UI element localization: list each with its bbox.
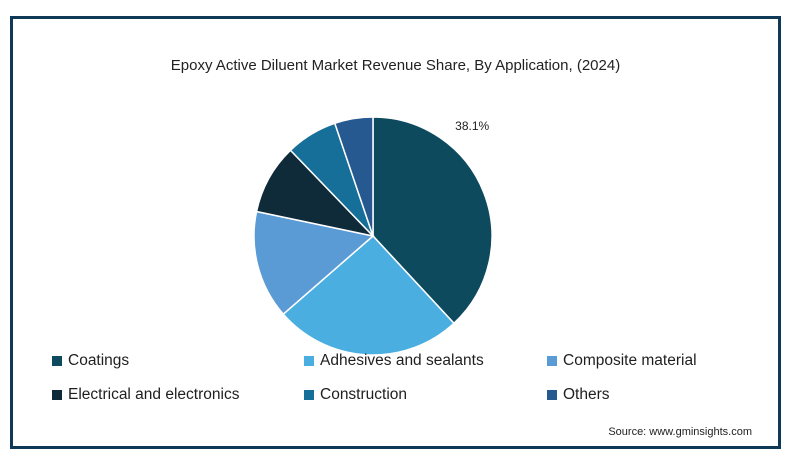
legend: Coatings Adhesives and sealants Composite … <box>42 344 742 404</box>
legend-item: Electrical and electronics <box>52 386 239 404</box>
legend-item: Construction <box>304 386 407 404</box>
legend-item: Adhesives and sealants <box>304 352 484 370</box>
legend-label: Coatings <box>68 352 130 369</box>
legend-swatch <box>304 390 314 400</box>
legend-swatch <box>547 356 557 366</box>
legend-label: Composite material <box>563 352 697 369</box>
legend-item: Others <box>547 386 610 404</box>
legend-swatch <box>304 356 314 366</box>
legend-item: Composite material <box>547 352 697 370</box>
pie-slice-composite-material <box>253 210 375 316</box>
chart-title: Epoxy Active Diluent Market Revenue Shar… <box>170 57 621 74</box>
legend-item: Coatings <box>52 352 129 370</box>
data-label: 38.1% <box>455 119 489 133</box>
legend-swatch <box>52 390 62 400</box>
legend-label: Construction <box>320 386 408 403</box>
legend-swatch <box>547 390 557 400</box>
pie-slice-coatings <box>372 116 493 325</box>
pie-slice-adhesives-and-sealants <box>282 234 455 356</box>
source-text: Source: www.gminsights.com <box>608 426 752 438</box>
legend-swatch <box>52 356 62 366</box>
pie-slice-others <box>333 116 374 237</box>
legend-label: Adhesives and sealants <box>320 352 484 369</box>
legend-label: Others <box>563 386 610 403</box>
legend-label: Electrical and electronics <box>68 386 240 403</box>
